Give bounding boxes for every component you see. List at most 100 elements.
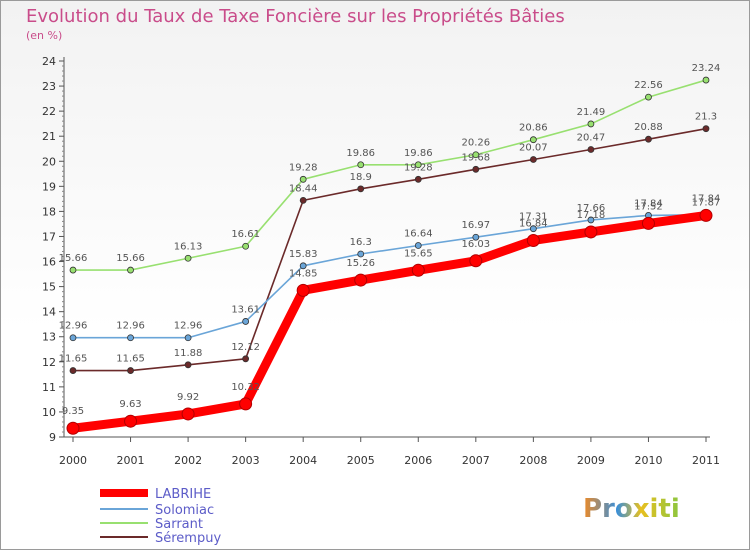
data-point — [526, 233, 540, 247]
data-label: 11.88 — [174, 348, 203, 359]
y-tick-label: 9 — [49, 431, 56, 444]
data-point — [354, 273, 368, 287]
data-point — [645, 135, 652, 143]
data-point — [69, 367, 77, 374]
x-tick-label: 2010 — [634, 454, 662, 467]
data-label: 15.66 — [116, 253, 145, 264]
data-label: 11.65 — [59, 354, 88, 365]
y-tick-label: 24 — [42, 55, 56, 68]
y-tick-label: 15 — [42, 281, 56, 294]
data-label: 18.44 — [289, 183, 318, 194]
data-point — [69, 266, 77, 274]
series-line — [72, 79, 707, 271]
data-point — [645, 93, 652, 101]
data-point — [414, 161, 422, 169]
legend-label: Sérempuy — [155, 531, 221, 546]
data-point — [529, 136, 537, 144]
data-point — [529, 225, 537, 233]
data-label: 10.32 — [231, 382, 260, 393]
data-label: 17.66 — [577, 203, 606, 214]
y-tick-label: 16 — [42, 256, 56, 269]
data-point — [357, 250, 365, 258]
y-tick-label: 12 — [42, 356, 56, 369]
data-point — [411, 263, 425, 277]
data-point — [242, 318, 250, 325]
data-point — [69, 334, 77, 342]
series-labrihe: 9.35 9.63 9.92 10.32 14.85 15.26 15.65 16.03 16.… — [62, 193, 720, 435]
x-tick-label: 2003 — [232, 454, 260, 467]
data-label: 17.87 — [692, 198, 721, 209]
y-tick-label: 17 — [42, 230, 56, 243]
legend-label: Sarrant — [155, 517, 203, 532]
data-label: 23.24 — [692, 63, 721, 74]
series-line — [72, 127, 707, 372]
data-label: 19.28 — [289, 162, 318, 173]
data-point — [414, 242, 422, 249]
data-label: 20.26 — [461, 138, 490, 149]
series-solomiac: 12.96 12.96 12.96 13.61 15.83 16.3 16.64 16.97 1… — [59, 198, 721, 342]
data-label: 15.26 — [346, 258, 375, 269]
data-point — [239, 397, 253, 411]
data-label: 21.3 — [695, 112, 717, 123]
data-label: 19.68 — [461, 152, 490, 163]
data-point — [181, 407, 195, 421]
data-point — [299, 175, 307, 183]
y-tick-label: 23 — [42, 80, 56, 93]
x-tick-label: 2008 — [519, 454, 547, 467]
data-point — [184, 334, 192, 342]
x-tick-label: 2007 — [462, 454, 490, 467]
y-tick-label: 11 — [42, 381, 56, 394]
data-point — [357, 161, 365, 169]
data-label: 11.65 — [116, 354, 145, 365]
data-label: 12.96 — [59, 321, 88, 332]
x-tick-label: 2002 — [174, 454, 202, 467]
data-label: 15.66 — [59, 253, 88, 264]
data-point — [127, 367, 134, 374]
data-label: 15.83 — [289, 249, 318, 260]
data-point — [472, 151, 480, 159]
data-label: 9.92 — [177, 392, 199, 403]
data-label: 19.86 — [404, 148, 433, 159]
data-label: 16.61 — [231, 229, 260, 240]
data-label: 17.18 — [577, 210, 606, 221]
x-tick-label: 2009 — [577, 454, 605, 467]
data-label: 12.96 — [116, 321, 145, 332]
y-tick-label: 13 — [42, 331, 56, 344]
series-sarrant: 15.66 15.66 16.13 16.61 19.28 19.86 19.86 20.26… — [59, 63, 721, 274]
data-label: 12.96 — [174, 321, 203, 332]
data-label: 15.65 — [404, 248, 433, 259]
data-point — [124, 414, 138, 428]
data-label: 9.63 — [119, 399, 141, 410]
data-point — [242, 355, 250, 363]
x-tick-label: 2001 — [117, 454, 145, 467]
data-point — [702, 76, 710, 84]
data-point — [472, 165, 480, 173]
y-tick-label: 22 — [42, 105, 56, 118]
data-label: 12.12 — [231, 342, 260, 353]
data-point — [184, 254, 192, 262]
data-label: 16.64 — [404, 228, 433, 239]
data-label: 21.49 — [577, 107, 606, 118]
y-axis-unit: (en %) — [26, 29, 63, 42]
data-label: 17.31 — [519, 212, 548, 223]
data-point — [299, 196, 307, 204]
data-label: 13.61 — [231, 304, 260, 315]
series-sérempuy: 11.65 11.65 11.88 12.12 18.44 18.9 19.28 19.68 2… — [59, 112, 717, 374]
data-label: 20.07 — [519, 143, 548, 154]
data-point — [587, 216, 595, 224]
data-label: 9.35 — [62, 406, 84, 417]
x-tick-label: 2006 — [404, 454, 432, 467]
x-tick-label: 2000 — [59, 454, 87, 467]
data-point — [587, 120, 595, 128]
legend-label: LABRIHE — [155, 487, 211, 502]
proxiti-logo: Proxiti — [583, 494, 680, 524]
y-tick-label: 19 — [42, 180, 56, 193]
data-label: 16.13 — [174, 241, 203, 252]
data-label: 16.97 — [461, 220, 490, 231]
y-tick-label: 20 — [42, 155, 56, 168]
y-tick-label: 18 — [42, 205, 56, 218]
y-tick-label: 21 — [42, 130, 56, 143]
data-point — [469, 254, 483, 268]
data-point — [184, 361, 192, 369]
